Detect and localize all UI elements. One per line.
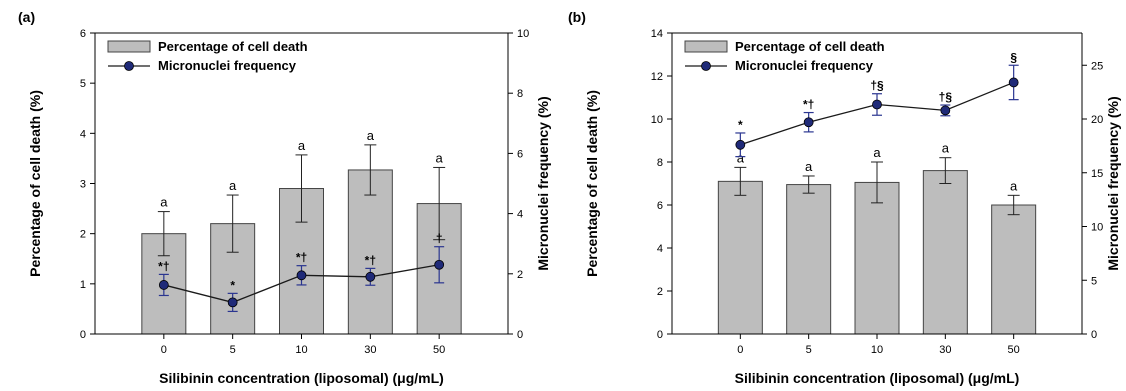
panel-b-y-tick-label-left: 10 <box>651 114 663 126</box>
panel-b-line-point <box>803 117 814 128</box>
panel-a-line-sig-label: *† <box>296 251 307 265</box>
panel-a-chart: (a) a a a a a *† * *† *† † 0 1 2 3 4 5 6 0 2 4 6 8 10 0 5 10 30 50 Pe… <box>18 9 551 386</box>
panel-b-y-tick-label-right: 10 <box>1091 222 1103 234</box>
panel-a-legend-bar-swatch <box>107 40 151 53</box>
panel-a-y-tick-label-left: 1 <box>80 279 86 291</box>
panel-b-x-axis-title: Silibinin concentration (liposomal) (μg/… <box>735 370 1020 386</box>
panel-a-y-tick-label-left: 2 <box>80 229 86 241</box>
panel-b-y-tick-label-left: 4 <box>657 243 663 255</box>
panel-b-line-sig-label: § <box>1010 50 1017 64</box>
panel-b-bar <box>922 170 968 335</box>
panel-a-x-axis-title: Silibinin concentration (liposomal) (μg/… <box>159 370 444 386</box>
panel-a-y-tick-label-left: 5 <box>80 78 86 90</box>
panel-a-y-tick-label-left: 4 <box>80 128 86 140</box>
panel-b-y-tick-label-left: 8 <box>657 157 663 169</box>
panel-a-x-tick-label: 10 <box>295 344 307 356</box>
panel-a-bar-sig-label: a <box>367 128 375 143</box>
panel-b-x-tick-label: 10 <box>871 344 883 356</box>
panel-b-y-tick-label-left: 12 <box>651 71 663 83</box>
panel-a-bar-sig-label: a <box>160 195 168 210</box>
panel-a-line-point <box>365 271 376 282</box>
panel-b-y-tick-label-right: 15 <box>1091 168 1103 180</box>
panel-a-y-axis-title-right: Micronuclei frequency (%) <box>535 96 551 270</box>
panel-b-bar <box>717 180 763 335</box>
panel-b-y-axis-title-left: Percentage of cell death (%) <box>584 90 600 277</box>
panel-b-line-point <box>735 139 746 150</box>
panel-b-bar-sig-label: a <box>1010 178 1018 193</box>
panel-a-y-tick-label-left: 3 <box>80 179 86 191</box>
panel-b-line-sig-label: †§ <box>870 79 884 93</box>
panel-b-x-tick-label: 5 <box>806 344 812 356</box>
panel-a-label: (a) <box>18 9 35 25</box>
panel-b-bar <box>991 204 1037 335</box>
panel-a-line-sig-label: *† <box>365 253 376 267</box>
panel-b-bar-sig-label: a <box>873 145 881 160</box>
panel-b-y-axis-title-right: Micronuclei frequency (%) <box>1105 96 1121 270</box>
panel-a-x-tick-label: 50 <box>433 344 445 356</box>
panel-a-y-tick-label-right: 4 <box>517 209 523 221</box>
panel-b-y-tick-label-right: 0 <box>1091 329 1097 341</box>
panel-a-line-point <box>434 259 445 270</box>
panel-b-line-point <box>1008 77 1019 88</box>
panel-a-x-tick-label: 0 <box>161 344 167 356</box>
panel-a-line-point <box>296 270 307 281</box>
panel-a-y-tick-label-right: 10 <box>517 28 529 40</box>
panel-b-y-tick-label-right: 20 <box>1091 114 1103 126</box>
panel-b-legend-bar-swatch <box>684 40 728 53</box>
panel-b-line-sig-label: * <box>738 118 743 132</box>
panel-a-y-tick-label-right: 6 <box>517 148 523 160</box>
panel-b-legend-line-label: Micronuclei frequency <box>735 58 874 73</box>
panel-a-legend-bar-label: Percentage of cell death <box>158 39 308 54</box>
panel-a-line-sig-label: * <box>230 278 235 292</box>
panel-b-line-point <box>940 105 951 116</box>
panel-b-legend-bar-label: Percentage of cell death <box>735 39 885 54</box>
panel-b-legend-line-marker <box>701 61 711 71</box>
panel-a-line-point <box>158 280 169 290</box>
panel-a-line-point <box>227 297 238 308</box>
panel-a-y-axis-title-left: Percentage of cell death (%) <box>27 90 43 277</box>
panel-b-bar-sig-label: a <box>805 159 813 174</box>
panel-a-line-sig-label: *† <box>158 259 169 273</box>
panel-a-y-tick-label-left: 6 <box>80 28 86 40</box>
panel-b-bar-sig-label: a <box>737 150 745 165</box>
panel-a-y-tick-label-left: 0 <box>80 329 86 341</box>
panel-b-y-tick-label-left: 0 <box>657 329 663 341</box>
panel-b-line-sig-label: *† <box>803 98 814 112</box>
panel-a-bar-sig-label: a <box>298 138 306 153</box>
panel-b-bar <box>786 184 832 335</box>
panel-b-x-tick-label: 0 <box>737 344 743 356</box>
panel-b-y-tick-label-left: 14 <box>651 28 663 40</box>
panel-b-bar <box>854 181 900 335</box>
panel-b-y-tick-label-right: 25 <box>1091 60 1103 72</box>
panel-a-legend-line-label: Micronuclei frequency <box>158 58 297 73</box>
panel-a-bar-sig-label: a <box>229 178 237 193</box>
panel-b-line-sig-label: †§ <box>939 90 953 104</box>
panel-b-line-point <box>872 99 882 110</box>
panel-a-line-sig-label: † <box>436 232 443 246</box>
panel-a-x-tick-label: 30 <box>364 344 376 356</box>
panel-b-x-tick-label: 30 <box>939 344 951 356</box>
panel-a-y-tick-label-right: 0 <box>517 329 523 341</box>
panel-b-y-tick-label-left: 2 <box>657 286 663 298</box>
panel-a-y-tick-label-right: 8 <box>517 88 523 100</box>
panel-b-x-tick-label: 50 <box>1008 344 1020 356</box>
panel-b-y-tick-label-left: 6 <box>657 200 663 212</box>
panel-a-legend-line-marker <box>124 61 134 71</box>
panel-b-bar-sig-label: a <box>942 141 950 156</box>
panel-a-bar-sig-label: a <box>436 150 444 165</box>
panel-b-label: (b) <box>568 9 586 25</box>
panel-a-x-tick-label: 5 <box>230 344 236 356</box>
panel-b-y-tick-label-right: 5 <box>1091 275 1097 287</box>
panel-a-y-tick-label-right: 2 <box>517 269 523 281</box>
panel-b-chart: (b) a a a a a * *† †§ †§ § 0 2 4 6 8 10 12 14 0 5 10 15 20 25 0 5 1… <box>568 9 1121 386</box>
